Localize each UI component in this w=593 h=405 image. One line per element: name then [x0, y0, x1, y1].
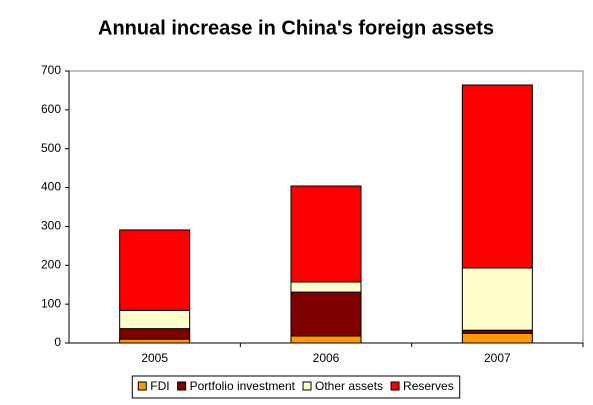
legend-label: Other assets [315, 379, 383, 393]
y-tick-label: 600 [41, 102, 61, 116]
legend-swatch [177, 381, 187, 391]
legend-label: Portfolio investment [190, 379, 296, 393]
bar-segment [290, 291, 362, 337]
y-tick-label: 100 [41, 296, 61, 310]
y-tick-label: 200 [41, 257, 61, 271]
bar-segment [290, 281, 362, 293]
bar-segment [119, 338, 191, 344]
y-tick-label: 700 [41, 63, 61, 77]
y-tick-label: 500 [41, 141, 61, 155]
legend-swatch [137, 381, 147, 391]
bar-segment [119, 328, 191, 340]
x-tick-label: 2007 [484, 351, 511, 365]
legend-swatch [302, 381, 312, 391]
legend-box [131, 375, 461, 399]
chart-title: Annual increase in China's foreign asset… [98, 17, 494, 39]
bar-segment [290, 335, 362, 344]
bar-segment [119, 229, 191, 311]
y-tick-label: 0 [54, 335, 61, 349]
legend-label: Reserves [403, 379, 454, 393]
bar-segment [461, 332, 533, 344]
legend-label: FDI [150, 379, 169, 393]
bar-segment [461, 267, 533, 331]
bar-segment [461, 84, 533, 269]
legend: FDI Portfolio investment Other assets Reser… [131, 375, 461, 399]
legend-swatch [390, 381, 400, 391]
y-tick-label: 400 [41, 180, 61, 194]
x-tick-label: 2006 [313, 351, 340, 365]
bar-segment [290, 185, 362, 283]
bar-segment [119, 309, 191, 330]
x-tick-label: 2005 [141, 351, 168, 365]
y-tick-label: 300 [41, 219, 61, 233]
